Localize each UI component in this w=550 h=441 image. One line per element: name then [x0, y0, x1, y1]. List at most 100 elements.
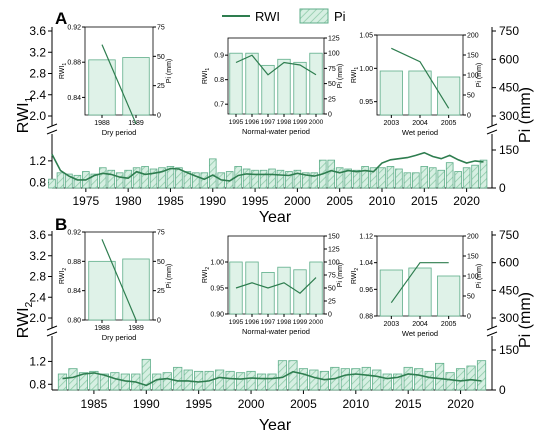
inset-right-tick-label: 50	[157, 54, 165, 61]
inset-pi-bar	[88, 260, 116, 321]
pi-bar	[89, 370, 99, 391]
left-axis-label: RWI2	[15, 301, 35, 338]
x-tick-label: 2000	[284, 194, 311, 208]
inset-rwi-line	[391, 47, 450, 109]
pi-bar	[57, 373, 68, 391]
inset-left-tick-label: 0.9	[214, 53, 224, 60]
inset-chart: 1988 1989 0.92 0.88 0.84 0.80 75 50 25 0 RWI2 Pi (m…	[59, 230, 173, 343]
legend: RWI Pi	[222, 8, 346, 24]
pi-bar	[309, 369, 319, 391]
left-axis-label: RWI1	[15, 96, 35, 133]
inset-x-tick-label: 1997	[261, 119, 276, 126]
inset-x-tick-label: 1997	[261, 319, 276, 326]
pi-bar	[78, 372, 89, 391]
inset-rwi-line	[235, 54, 317, 76]
pi-bar	[378, 167, 386, 189]
inset-pi-bar	[261, 271, 275, 315]
right-axis-break	[486, 325, 498, 337]
inset-left-tick-label: 0.92	[67, 25, 81, 32]
right-tick-label: 300	[499, 311, 519, 325]
legend-bar-swatch	[299, 8, 329, 24]
left-tick-label: 2.0	[29, 311, 46, 325]
rwi-line	[62, 370, 482, 387]
inset-left-tick-label: 0.95	[359, 99, 373, 106]
inset-right-tick-label: 0	[467, 113, 471, 120]
inset-pi-bar	[293, 269, 307, 315]
left-tick-label: 1.2	[29, 354, 46, 368]
x-axis-label: Year	[259, 209, 292, 226]
right-axis-label: Pi (mm)	[517, 292, 534, 348]
inset-pi-bar	[293, 61, 307, 115]
inset-right-tick-label: 100	[328, 51, 340, 58]
inset-right-tick-label: 100	[467, 274, 479, 281]
inset-left-tick-label: 0.92	[67, 230, 81, 237]
inset-rwi-line	[390, 262, 449, 304]
pi-bar	[68, 368, 78, 391]
inset-rwi-line	[235, 277, 317, 294]
pi-bar	[395, 168, 403, 189]
pi-bar	[110, 372, 120, 391]
inset-x-tick-label: 2003	[384, 321, 400, 328]
pi-bar	[424, 370, 434, 391]
pi-bar	[361, 366, 371, 391]
pi-bar	[141, 358, 151, 391]
inset-right-tick-label: 25	[328, 299, 336, 306]
pi-bar	[327, 159, 336, 189]
pi-bar	[310, 172, 319, 189]
pi-bar	[107, 169, 116, 189]
inset-left-tick-label: 0.8	[214, 77, 224, 84]
pi-bar	[268, 168, 276, 189]
x-tick-label: 2020	[453, 194, 480, 208]
inset-right-tick-label: 0	[157, 113, 161, 120]
inset-pi-bar	[261, 64, 275, 115]
pi-bar	[242, 168, 251, 189]
pi-bar	[166, 166, 175, 189]
inset-pi-bar	[88, 59, 116, 116]
inset-left-tick-label: 1.12	[359, 234, 373, 241]
pi-bar	[319, 370, 329, 391]
pi-bar	[90, 173, 99, 189]
pi-bar	[208, 158, 217, 189]
inset-right-tick-label: 50	[467, 93, 475, 100]
left-tick-label: 1.2	[29, 154, 46, 168]
pi-bar	[445, 162, 454, 189]
pi-bar	[351, 368, 361, 391]
inset-x-tick-label: 2004	[412, 120, 428, 127]
left-tick-label: 3.2	[29, 249, 46, 263]
inset-right-tick-label: 25	[157, 83, 165, 90]
inset-pi-bar	[408, 267, 432, 317]
pi-bar	[414, 368, 424, 391]
inset-right-tick-label: 25	[328, 96, 336, 103]
left-axis-break	[46, 123, 58, 135]
inset-x-tick-label: 1996	[245, 119, 260, 126]
pi-bar	[386, 166, 395, 189]
inset-chart: 1995 1996 1997 1998 1999 2000 1.00 0.95 0.90 150 1…	[202, 234, 344, 337]
inset-left-tick-label: 0.88	[67, 60, 81, 67]
inset-x-tick-label: 1995	[229, 119, 244, 126]
right-tick-label: 0	[499, 383, 506, 397]
inset-frame	[227, 37, 325, 115]
inset-pi-bar	[277, 58, 291, 115]
pi-bar	[285, 171, 293, 189]
inset-left-axis-label: RWI1	[59, 63, 68, 79]
inset-left-tick-label: 1.04	[359, 260, 373, 267]
inset-right-axis-label: Pi (mm)	[166, 264, 173, 289]
left-tick-label: 2.8	[29, 270, 46, 284]
inset-right-tick-label: 50	[328, 81, 336, 88]
inset-right-tick-label: 150	[467, 254, 479, 261]
pi-bar	[267, 373, 277, 391]
inset-left-tick-label: 0.88	[359, 314, 373, 321]
pi-bar	[225, 370, 235, 391]
pi-bar	[215, 369, 225, 391]
inset-pi-bar	[245, 261, 259, 315]
pi-bar	[141, 166, 149, 189]
pi-bar	[454, 171, 462, 189]
pi-bar	[372, 369, 382, 391]
right-tick-label: 0	[499, 181, 506, 195]
inset-x-tick-label: 1988	[94, 325, 110, 332]
pi-bar	[115, 172, 124, 189]
left-tick-label: 3.6	[29, 228, 46, 242]
inset-x-tick-label: 1999	[293, 319, 308, 326]
right-tick-label: 150	[499, 143, 519, 157]
inset-pi-bar	[122, 258, 150, 321]
